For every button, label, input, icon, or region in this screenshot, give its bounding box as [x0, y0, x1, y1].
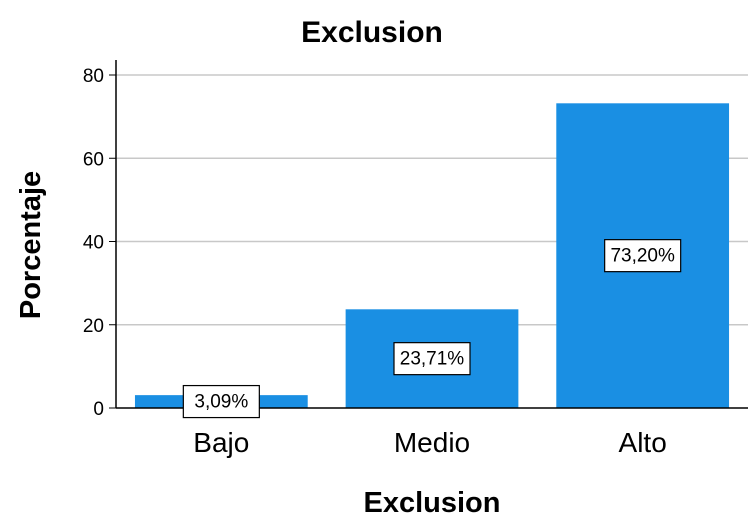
data-label: 23,71%: [400, 349, 465, 370]
chart-title: Exclusion: [301, 16, 443, 49]
data-label-box: [393, 342, 471, 376]
data-labels: 3,09% 23,71% 73,20%: [182, 239, 682, 419]
y-tick-label: 60: [83, 149, 104, 170]
y-tick-label: 80: [83, 66, 104, 87]
x-axis-title: Exclusion: [364, 487, 501, 519]
x-tick-label: Medio: [394, 427, 470, 458]
x-tick-label: Bajo: [193, 427, 249, 458]
x-axis-ticks: Bajo Medio Alto: [193, 427, 666, 458]
y-tick-label: 20: [83, 316, 104, 337]
y-axis-ticks: 0 20 40 60 80: [83, 66, 116, 420]
y-tick-label: 0: [93, 399, 104, 420]
data-label: 3,09%: [194, 392, 248, 413]
data-label-box: [182, 384, 260, 419]
data-label-box: [604, 239, 682, 273]
x-tick-label: Alto: [619, 427, 667, 458]
data-label: 73,20%: [610, 246, 675, 267]
y-tick-label: 40: [83, 233, 104, 254]
y-axis-title: Porcentaje: [15, 171, 47, 319]
